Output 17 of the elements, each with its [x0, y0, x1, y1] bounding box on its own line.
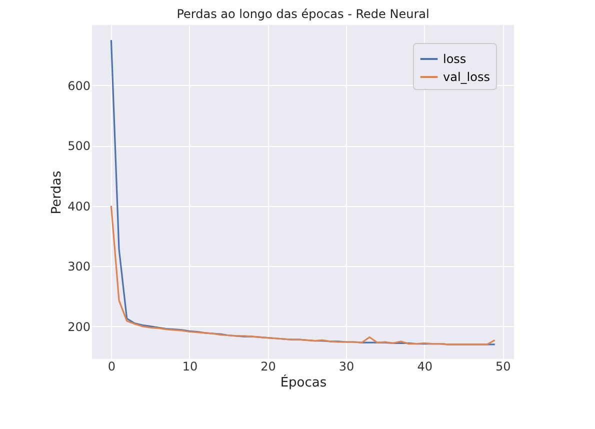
y-tick-label: 400 [68, 199, 90, 214]
y-tick-label: 300 [68, 260, 90, 274]
legend-label: loss [443, 52, 466, 66]
chart-title: Perdas ao longo das épocas - Rede Neural [176, 7, 430, 21]
x-tick-label: 20 [260, 360, 276, 374]
y-axis-title: Perdas [50, 170, 65, 214]
y-tick-label: 500 [68, 139, 90, 154]
x-axis-title: Épocas [280, 374, 327, 390]
x-tick-label: 10 [182, 360, 198, 374]
legend-label: val_loss [443, 70, 490, 84]
x-tick-label: 30 [338, 360, 354, 374]
y-tick-label: 200 [68, 320, 90, 334]
x-tick-label: 40 [417, 360, 432, 374]
line-series [110, 205, 496, 346]
x-tick-label: 0 [108, 360, 116, 374]
y-tick-label: 600 [68, 78, 90, 93]
x-tick-label: 50 [496, 360, 511, 374]
